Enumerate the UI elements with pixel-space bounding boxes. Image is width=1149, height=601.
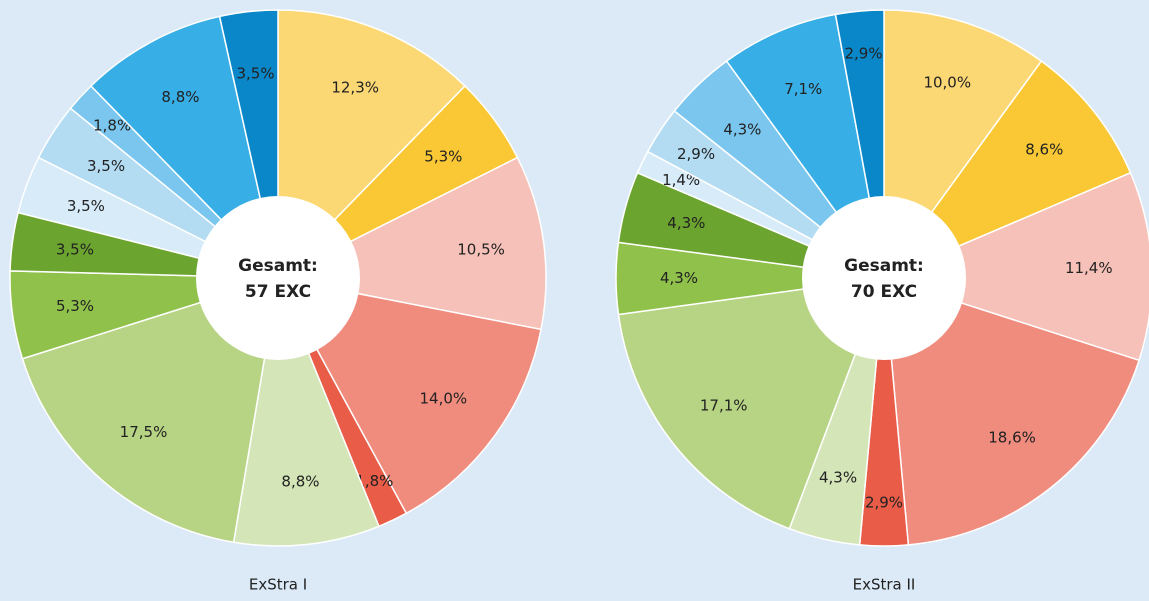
slice-label: 12,3%: [331, 79, 379, 97]
slice-label: 2,9%: [677, 145, 715, 163]
slice: [276, 276, 542, 515]
slice-label: 17,5%: [120, 423, 168, 441]
slice-label: 18,6%: [988, 429, 1036, 447]
slice-label: 5,3%: [424, 147, 462, 165]
chart-title: ExStra II: [853, 576, 916, 594]
slice: [883, 276, 1140, 546]
slice-label: 3,5%: [56, 241, 94, 259]
slice-label: 1,8%: [93, 116, 131, 134]
chart-title: ExStra I: [249, 576, 307, 594]
donut-hole: [196, 196, 360, 360]
slice-label: 10,0%: [923, 74, 971, 92]
slice-label: 3,5%: [87, 157, 125, 175]
center-label: Gesamt:: [844, 256, 924, 276]
slice-label: 4,3%: [667, 214, 705, 232]
slice: [617, 277, 886, 530]
slice-label: 8,8%: [281, 472, 319, 490]
donut-hole: [802, 196, 966, 360]
slice-label: 5,3%: [56, 297, 94, 315]
slice-label: 4,3%: [819, 468, 857, 486]
slice: [21, 276, 279, 544]
slice-label: 4,3%: [660, 269, 698, 287]
slice-label: 2,9%: [865, 494, 903, 512]
center-label: 70 EXC: [851, 282, 917, 302]
slice-label: 8,6%: [1025, 141, 1063, 159]
slice: [881, 60, 1132, 280]
slice-label: 17,1%: [700, 396, 748, 414]
slice-label: 10,5%: [457, 241, 505, 259]
center-label: 57 EXC: [245, 282, 311, 302]
slice-label: 7,1%: [784, 80, 822, 98]
slice-label: 3,5%: [67, 197, 105, 215]
slice-label: 2,9%: [844, 44, 882, 62]
slice-label: 4,3%: [723, 120, 761, 138]
slice-label: 1,8%: [355, 472, 393, 490]
slice-label: 1,4%: [662, 171, 700, 189]
slice: [881, 171, 1149, 362]
slice-label: 3,5%: [236, 65, 274, 83]
slice-label: 11,4%: [1065, 259, 1113, 277]
slice-label: 8,8%: [161, 88, 199, 106]
center-label: Gesamt:: [238, 256, 318, 276]
slice-label: 14,0%: [420, 390, 468, 408]
